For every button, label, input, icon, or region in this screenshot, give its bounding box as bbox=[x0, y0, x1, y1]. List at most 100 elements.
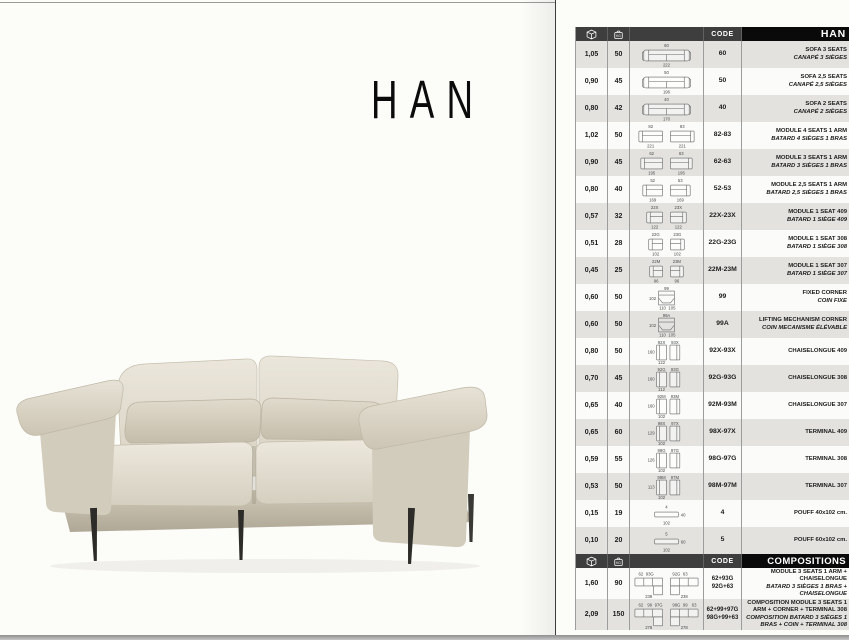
description-fr: BATARD 1 SIÈGE 308 bbox=[786, 243, 847, 250]
description: CHAISELONGUE 307 bbox=[742, 392, 849, 419]
code-value: 22G-23G bbox=[704, 230, 742, 257]
table-row: 0,70 45 92G 93G 160 112 92G-93G CHAISELONGUE 30… bbox=[576, 365, 849, 392]
svg-text:222: 222 bbox=[663, 62, 671, 67]
description-fr: CANAPÉ 3 SIÈGES bbox=[793, 54, 847, 61]
description-fr: CANAPÉ 2,5 SIÈGES bbox=[788, 81, 847, 88]
svg-text:195: 195 bbox=[678, 170, 686, 175]
description-en: MODULE 1 SEAT 307 bbox=[788, 263, 847, 270]
description-fr: COIN FIXE bbox=[817, 297, 847, 304]
weight-icon: KG bbox=[614, 30, 623, 39]
code-value: 62+99+97G 98G+99+63 bbox=[704, 599, 742, 630]
module-diagram: 82 83 221 221 bbox=[630, 122, 704, 149]
svg-text:62: 62 bbox=[638, 602, 643, 607]
weight-kg-value: 20 bbox=[608, 527, 630, 554]
svg-text:105: 105 bbox=[668, 332, 676, 337]
diagram-header-cell bbox=[630, 554, 704, 568]
table-row: 0,65 40 92M 93M 160 102 92M-93M CHAISELONGUE 30… bbox=[576, 392, 849, 419]
weight-kg-value: 55 bbox=[608, 446, 630, 473]
svg-text:99: 99 bbox=[647, 602, 652, 607]
svg-text:83: 83 bbox=[680, 124, 685, 129]
description: MODULE 3 SEATS 1 ARM + CHAISELONGUE BATAR… bbox=[742, 568, 849, 599]
page-top-rule bbox=[0, 2, 555, 3]
weight-kg-value: 90 bbox=[608, 568, 630, 599]
svg-text:102: 102 bbox=[658, 413, 666, 418]
table-row: 0,15 19 4 40 102 4 POUFF 40x102 cm. bbox=[576, 500, 849, 527]
sofa-legs bbox=[90, 494, 474, 565]
svg-text:96: 96 bbox=[674, 278, 679, 283]
svg-text:60: 60 bbox=[681, 539, 686, 544]
description-en: CHAISELONGUE 409 bbox=[788, 347, 847, 354]
svg-text:40: 40 bbox=[664, 97, 669, 102]
table-row: 0,90 45 50 196 50 SOFA 2,5 SEATS CANAPÉ 2,5 SI… bbox=[576, 68, 849, 95]
page-gutter-line bbox=[555, 0, 556, 635]
weight-kg-value: 42 bbox=[608, 95, 630, 122]
svg-text:102: 102 bbox=[652, 251, 660, 256]
module-diagram: 92X 93X 160 122 bbox=[630, 338, 704, 365]
module-diagram: 98G 97G 126 102 bbox=[630, 446, 704, 473]
svg-text:99A: 99A bbox=[663, 312, 671, 317]
weight-kg-value: 45 bbox=[608, 68, 630, 95]
svg-text:169: 169 bbox=[649, 197, 657, 202]
code-value: 99 bbox=[704, 284, 742, 311]
svg-text:98G: 98G bbox=[658, 447, 666, 452]
svg-text:50: 50 bbox=[664, 70, 669, 75]
description-fr: COIN MECANISME ÉLÉVABLE bbox=[762, 324, 847, 331]
module-diagram: 50 196 bbox=[630, 68, 704, 95]
module-diagram: 60 222 bbox=[630, 41, 704, 68]
svg-text:122: 122 bbox=[675, 224, 683, 229]
table-row: 0,80 42 40 170 40 SOFA 2 SEATS CANAPÉ 2 SIÈGES bbox=[576, 95, 849, 122]
description-fr: COMPOSITION BATARD 3 SIÈGES 1 BRAS + COI… bbox=[746, 614, 847, 628]
code-value: 62+93G 92G+63 bbox=[704, 568, 742, 599]
volume-m3-value: 0,70 bbox=[576, 365, 608, 392]
module-diagram: 99A 102 110 105 bbox=[630, 311, 704, 338]
description-en: TERMINAL 307 bbox=[805, 482, 847, 489]
description: TERMINAL 308 bbox=[742, 446, 849, 473]
table-row: 1,02 50 82 83 221 221 82-83 MODULE 4 SEATS 1 AR… bbox=[576, 122, 849, 149]
svg-text:92G: 92G bbox=[672, 571, 680, 576]
description: SOFA 2,5 SEATS CANAPÉ 2,5 SIÈGES bbox=[742, 68, 849, 95]
code-value: 98M-97M bbox=[704, 473, 742, 500]
description: MODULE 3 SEATS 1 ARM BATARD 3 SIÈGES 1 BR… bbox=[742, 149, 849, 176]
volume-m3-value: 1,60 bbox=[576, 568, 608, 599]
module-diagram: 98M 97M 113 102 bbox=[630, 473, 704, 500]
svg-text:102: 102 bbox=[663, 520, 671, 525]
code-value: 98G-97G bbox=[704, 446, 742, 473]
svg-text:23M: 23M bbox=[673, 259, 682, 264]
table-row: 0,60 50 99 102 110 105 99 FIXED CORNER COIN FIXE bbox=[576, 284, 849, 311]
volume-m3-value: 0,65 bbox=[576, 419, 608, 446]
svg-text:97M: 97M bbox=[671, 474, 680, 479]
svg-text:93M: 93M bbox=[671, 393, 680, 398]
compositions-header: KG CODE COMPOSITIONS bbox=[576, 554, 849, 568]
weight-kg-value: 45 bbox=[608, 365, 630, 392]
weight-kg-value: 50 bbox=[608, 284, 630, 311]
svg-text:93G: 93G bbox=[671, 366, 679, 371]
weight-kg-value: 45 bbox=[608, 149, 630, 176]
module-diagram: 99 102 110 105 bbox=[630, 284, 704, 311]
svg-text:99: 99 bbox=[664, 285, 669, 290]
svg-text:63: 63 bbox=[692, 602, 697, 607]
svg-text:113: 113 bbox=[648, 484, 655, 489]
svg-text:160: 160 bbox=[648, 376, 656, 381]
description: COMPOSITION MODULE 3 SEATS 1 ARM + CORNE… bbox=[742, 599, 849, 630]
weight-kg-value: 60 bbox=[608, 419, 630, 446]
page-gutter-shadow bbox=[520, 0, 555, 635]
code-header-cell: CODE bbox=[704, 554, 742, 568]
description: MODULE 2,5 SEATS 1 ARM BATARD 2,5 SIÈGES … bbox=[742, 176, 849, 203]
svg-text:92X: 92X bbox=[658, 339, 666, 344]
svg-text:99: 99 bbox=[683, 602, 688, 607]
svg-text:22X: 22X bbox=[651, 205, 659, 210]
weight-kg-value: 50 bbox=[608, 338, 630, 365]
volume-m3-value: 0,60 bbox=[576, 311, 608, 338]
description: CHAISELONGUE 409 bbox=[742, 338, 849, 365]
code-value: 62-63 bbox=[704, 149, 742, 176]
description-en: COMPOSITION MODULE 3 SEATS 1 ARM + CORNE… bbox=[747, 600, 847, 614]
volume-m3-value: 2,09 bbox=[576, 599, 608, 630]
svg-text:112: 112 bbox=[658, 386, 665, 391]
volume-m3-value: 0,51 bbox=[576, 230, 608, 257]
table-row: 1,05 50 60 222 60 SOFA 3 SEATS CANAPÉ 3 SIÈGES bbox=[576, 41, 849, 68]
svg-text:129: 129 bbox=[648, 430, 656, 435]
table-rows: 1,05 50 60 222 60 SOFA 3 SEATS CANAPÉ 3 SIÈGES… bbox=[576, 41, 849, 554]
description-en: MODULE 2,5 SEATS 1 ARM bbox=[771, 182, 847, 189]
description: POUFF 60x102 cm. bbox=[742, 527, 849, 554]
cube-icon bbox=[586, 29, 597, 39]
